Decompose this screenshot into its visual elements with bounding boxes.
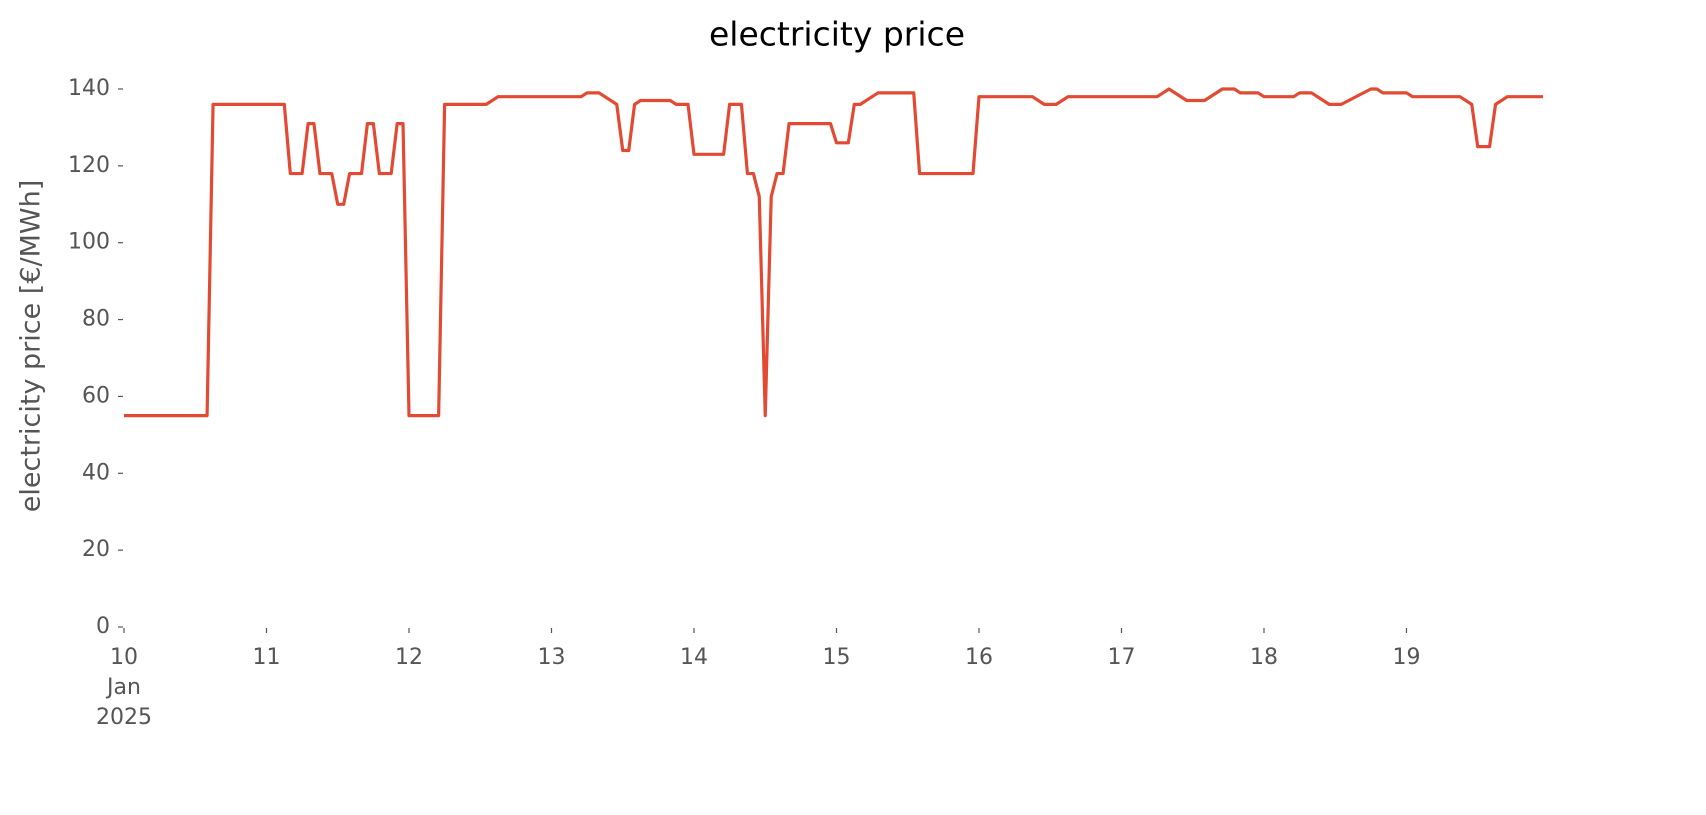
- line-series: [124, 87, 1543, 418]
- y-tick-label: 120: [68, 153, 110, 178]
- x-tick-label: 18: [1250, 645, 1278, 670]
- x-tick-label: 12: [395, 645, 423, 670]
- y-tick-label: 40: [82, 460, 110, 485]
- x-year-label: 2025: [96, 705, 152, 730]
- y-tick-label: 20: [82, 537, 110, 562]
- x-tick-label: 17: [1107, 645, 1135, 670]
- y-tick-label: 140: [68, 76, 110, 101]
- x-tick-label: 19: [1392, 645, 1420, 670]
- x-tick-label: 10: [110, 645, 138, 670]
- y-tick-label: 0: [96, 614, 110, 639]
- y-axis-label: electricity price [€/MWh]: [16, 180, 47, 512]
- x-month-label: Jan: [105, 675, 141, 700]
- x-tick-label: 13: [537, 645, 565, 670]
- y-tick-label: 80: [82, 307, 110, 332]
- x-tick-label: 16: [965, 645, 993, 670]
- y-tick-label: 60: [82, 383, 110, 408]
- x-tick-label: 11: [252, 645, 280, 670]
- x-tick-label: 15: [822, 645, 850, 670]
- x-tick-label: 14: [680, 645, 708, 670]
- chart-title: electricity price: [709, 15, 965, 54]
- y-tick-label: 100: [68, 230, 110, 255]
